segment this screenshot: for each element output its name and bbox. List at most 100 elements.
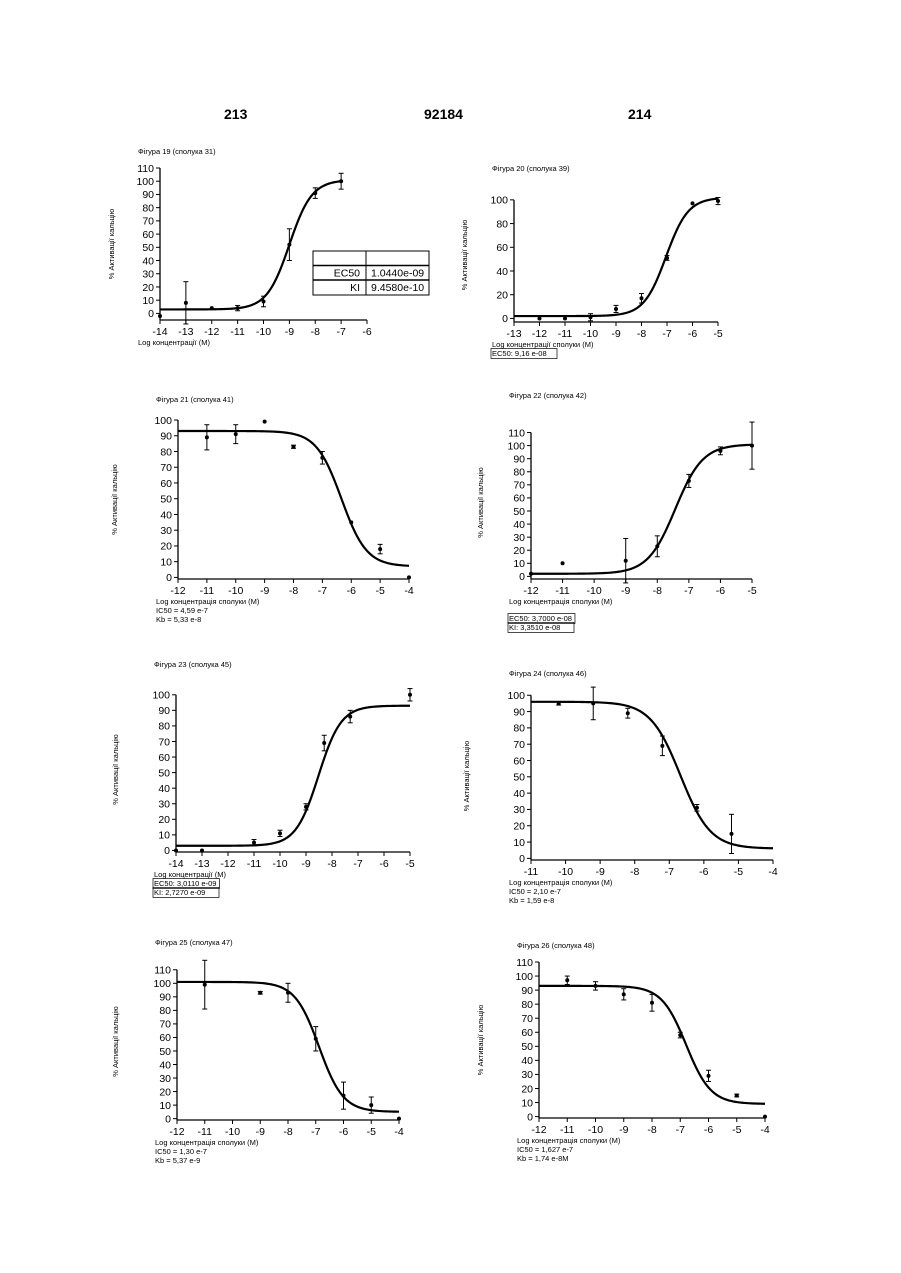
data-point (691, 201, 695, 205)
y-tick-label: 40 (159, 1059, 171, 1071)
data-point (624, 559, 628, 563)
data-point (313, 191, 317, 195)
x-axis-label: Log концентрація сполуки (M) (155, 1138, 259, 1147)
x-tick-label: -10 (256, 326, 271, 338)
y-tick-label: 0 (148, 308, 154, 320)
x-axis-label: Log концентрація сполуки (M) (509, 597, 613, 606)
y-tick-label: 0 (165, 1113, 171, 1125)
y-tick-label: 60 (513, 493, 525, 505)
y-tick-label: 50 (158, 767, 170, 779)
y-tick-label: 80 (513, 723, 525, 735)
chart-title: Фігура 26 (сполука 48) (517, 941, 595, 950)
chart-title: Фігура 20 (сполука 39) (492, 164, 570, 173)
x-axis-label: Log концентрація сполуки (M) (156, 597, 260, 606)
x-tick-label: -11 (560, 1124, 575, 1136)
data-point (622, 992, 626, 996)
y-tick-label: 60 (521, 1027, 533, 1039)
y-tick-label: 110 (137, 163, 154, 175)
x-axis-label: Log концентрації (M) (154, 870, 226, 879)
data-point (565, 978, 569, 982)
results-table-value: 9.4580e-10 (371, 282, 424, 294)
chart-title: Фігура 23 (сполука 45) (154, 660, 232, 669)
x-tick-label: -9 (611, 328, 620, 340)
x-tick-label: -13 (194, 858, 209, 870)
x-tick-label: -8 (637, 328, 646, 340)
results-table-key: EC50 (334, 268, 360, 280)
y-tick-label: 30 (142, 269, 154, 281)
y-tick-label: 30 (158, 799, 170, 811)
chart-7: Фігура 25 (сполука 47)-12-11-10-9-8-7-6-… (111, 938, 404, 1165)
data-point (707, 1074, 711, 1078)
y-tick-label: 60 (513, 755, 525, 767)
fit-curve (514, 199, 718, 317)
x-tick-label: -8 (647, 1124, 656, 1136)
y-tick-label: 100 (515, 971, 533, 983)
y-tick-label: 70 (159, 1019, 171, 1031)
data-point (369, 1103, 373, 1107)
y-tick-label: 20 (513, 821, 525, 833)
y-tick-label: 90 (521, 985, 533, 997)
data-point (650, 1001, 654, 1005)
y-tick-label: 10 (521, 1097, 533, 1109)
y-tick-label: 0 (519, 853, 525, 865)
result-note: EC50: 3,7000 e-08 (509, 614, 572, 623)
y-tick-label: 90 (513, 706, 525, 718)
y-tick-label: 110 (516, 957, 533, 969)
chart-title: Фігура 24 (сполука 46) (509, 669, 587, 678)
data-point (263, 420, 267, 424)
x-tick-label: -8 (630, 866, 639, 878)
y-tick-label: 70 (513, 739, 525, 751)
data-point (665, 256, 669, 260)
data-point (314, 1037, 318, 1041)
x-axis-label: Log концентрація сполуки (M) (517, 1136, 621, 1145)
chart-title: Фігура 25 (сполука 47) (155, 938, 233, 947)
y-tick-label: 90 (160, 431, 172, 443)
x-tick-label: -6 (704, 1124, 713, 1136)
data-point (763, 1115, 767, 1119)
y-tick-label: 10 (513, 837, 525, 849)
data-point (655, 544, 659, 548)
x-axis-label: Log концентрації сполуки (M) (492, 340, 594, 349)
data-point (408, 693, 412, 697)
data-point (339, 179, 343, 183)
x-tick-label: -5 (367, 1126, 376, 1138)
y-tick-label: 40 (513, 519, 525, 531)
x-tick-label: -14 (168, 858, 183, 870)
results-table-key: KI (350, 282, 360, 294)
fit-curve (531, 702, 773, 848)
data-point (378, 547, 382, 551)
y-tick-label: 100 (152, 690, 170, 702)
x-tick-label: -6 (716, 585, 725, 597)
x-tick-label: -11 (247, 858, 262, 870)
y-tick-label: 20 (496, 290, 508, 302)
y-tick-label: 80 (160, 446, 172, 458)
x-tick-label: -11 (555, 585, 570, 597)
x-tick-label: -11 (230, 326, 245, 338)
y-tick-label: 50 (142, 242, 154, 254)
x-axis-label: Log концентрація сполуки (M) (509, 878, 613, 887)
data-point (292, 445, 296, 449)
data-point (348, 715, 352, 719)
y-axis-label: % Активації кальцію (476, 467, 485, 538)
data-point (589, 315, 593, 319)
y-tick-label: 60 (160, 478, 172, 490)
x-tick-label: -4 (760, 1124, 769, 1136)
y-tick-label: 80 (496, 218, 508, 230)
y-tick-label: 20 (160, 541, 172, 553)
x-tick-label: -11 (198, 1126, 213, 1138)
y-tick-label: 100 (153, 978, 171, 990)
x-tick-label: -7 (676, 1124, 685, 1136)
result-note: Kb = 1,74 e-8M (517, 1154, 569, 1163)
x-tick-label: -10 (588, 1124, 603, 1136)
x-tick-label: -12 (220, 858, 235, 870)
y-tick-label: 100 (154, 415, 172, 427)
data-point (640, 296, 644, 300)
x-tick-label: -4 (404, 585, 413, 597)
y-tick-label: 20 (142, 282, 154, 294)
x-tick-label: -10 (228, 585, 243, 597)
y-tick-label: 10 (513, 558, 525, 570)
x-tick-label: -7 (662, 328, 671, 340)
x-tick-label: -6 (347, 585, 356, 597)
data-point (342, 1094, 346, 1098)
x-tick-label: -8 (289, 585, 298, 597)
